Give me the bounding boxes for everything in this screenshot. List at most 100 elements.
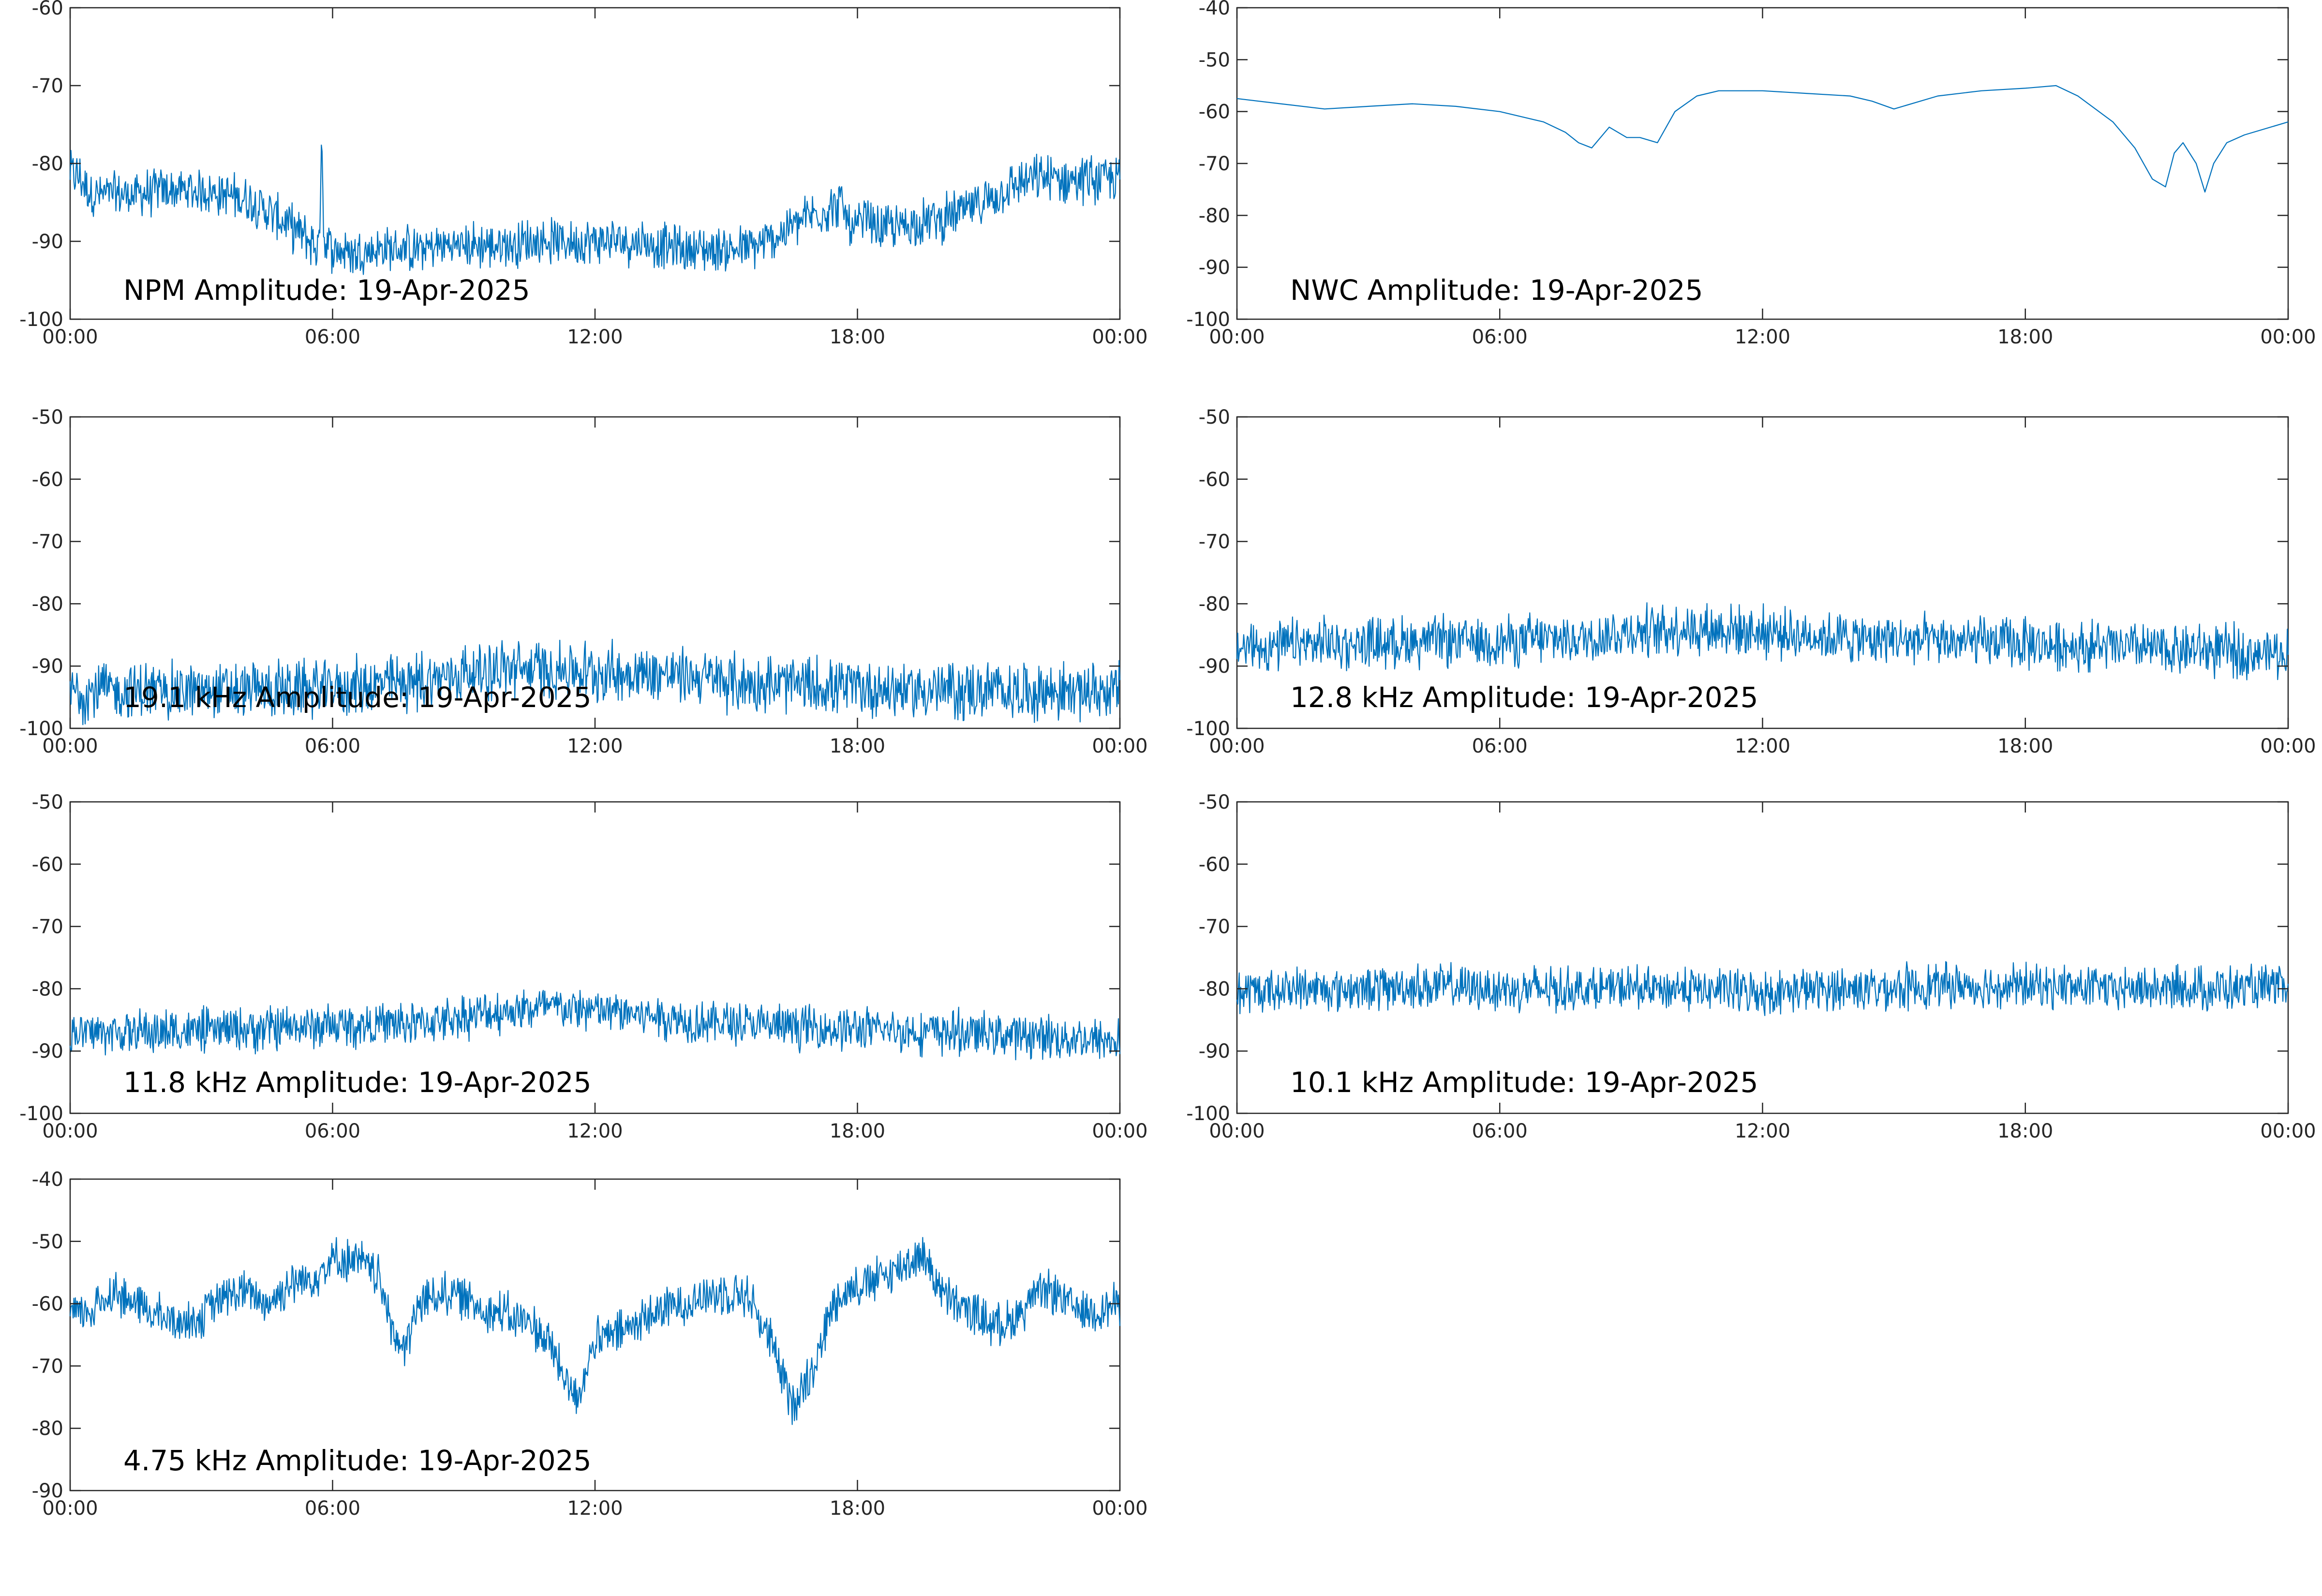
y-tick-label: -60 [1199,469,1230,491]
y-tick-label: -70 [1199,153,1230,175]
y-tick-label: -50 [1199,406,1230,429]
x-tick-label: 00:00 [1092,1120,1147,1142]
x-tick-label: 06:00 [305,735,360,757]
x-tick-label: 18:00 [830,735,885,757]
x-tick-label: 06:00 [305,326,360,348]
x-tick-label: 00:00 [1209,326,1265,348]
y-tick-label: -100 [1186,1103,1230,1125]
y-tick-label: -50 [32,791,63,813]
x-tick-label: 00:00 [1092,735,1147,757]
series-line [1236,85,2289,193]
y-tick-label: -80 [32,1418,63,1440]
y-tick-label: -90 [1199,655,1230,678]
panel-10-1-khz-amplitude: 00:00 06:00 12:00 18:00 00:00-100-90-80-70-6… [1186,791,2316,1142]
x-tick-label: 00:00 [42,326,98,348]
x-tick-label: 00:00 [42,1120,98,1142]
x-tick-label: 06:00 [1472,735,1528,757]
x-tick-label: 12:00 [1735,735,1790,757]
panel-title: NPM Amplitude: 19-Apr-2025 [123,274,530,307]
y-tick-label: -70 [32,916,63,938]
y-tick-label: -70 [32,1355,63,1377]
y-tick-label: -60 [1199,101,1230,123]
panel-19-1-khz-amplitude: 00:00 06:00 12:00 18:00 00:00-100-90-80-70-6… [19,406,1147,757]
series-line [69,144,1121,275]
series-line [69,989,1121,1061]
x-tick-label: 18:00 [1997,326,2053,348]
x-tick-label: 12:00 [567,1120,623,1142]
x-tick-label: 00:00 [1209,1120,1265,1142]
y-tick-label: -90 [1199,1040,1230,1063]
panel-npm-amplitude: 00:00 06:00 12:00 18:00 00:00-100-90-80-70-6… [19,0,1147,348]
x-tick-label: 18:00 [830,326,885,348]
y-tick-label: -90 [32,231,63,253]
y-tick-label: -60 [32,1293,63,1315]
y-tick-label: -90 [32,655,63,678]
y-tick-label: -80 [32,153,63,175]
x-tick-label: 18:00 [1997,1120,2053,1142]
y-tick-label: -80 [32,593,63,615]
panel-title: 10.1 kHz Amplitude: 19-Apr-2025 [1290,1066,1758,1099]
panel-title: NWC Amplitude: 19-Apr-2025 [1290,274,1703,307]
y-tick-label: -70 [1199,916,1230,938]
y-tick-label: -70 [32,75,63,97]
series-line [1236,602,2289,680]
y-tick-label: -60 [1199,854,1230,876]
y-tick-label: -70 [32,531,63,553]
x-tick-label: 18:00 [1997,735,2053,757]
y-tick-label: -80 [1199,205,1230,227]
x-tick-label: 00:00 [2260,1120,2316,1142]
y-tick-label: -100 [19,1103,63,1125]
panel-title: 11.8 kHz Amplitude: 19-Apr-2025 [123,1066,591,1099]
y-tick-label: -60 [32,854,63,876]
panel-11-8-khz-amplitude: 00:00 06:00 12:00 18:00 00:00-100-90-80-70-6… [19,791,1147,1142]
x-tick-label: 12:00 [1735,326,1790,348]
y-tick-label: -100 [19,718,63,740]
x-tick-label: 00:00 [1092,326,1147,348]
y-tick-label: -80 [32,978,63,1000]
x-tick-label: 12:00 [567,1497,623,1520]
x-tick-label: 00:00 [42,735,98,757]
y-tick-label: -60 [32,0,63,19]
x-tick-label: 00:00 [2260,326,2316,348]
x-tick-label: 18:00 [830,1497,885,1520]
panel-nwc-amplitude: 00:00 06:00 12:00 18:00 00:00-100-90-80-70-6… [1186,0,2316,348]
y-tick-label: -40 [32,1168,63,1191]
series-line [69,638,1121,725]
x-tick-label: 12:00 [1735,1120,1790,1142]
x-tick-label: 00:00 [1209,735,1265,757]
series-line [69,1237,1121,1425]
x-tick-label: 12:00 [567,326,623,348]
y-tick-label: -50 [1199,791,1230,813]
x-tick-label: 00:00 [42,1497,98,1520]
y-tick-label: -100 [19,309,63,331]
series-line [1236,961,2289,1016]
y-tick-label: -90 [32,1040,63,1063]
y-tick-label: -70 [1199,531,1230,553]
x-tick-label: 00:00 [2260,735,2316,757]
panel-12-8-khz-amplitude: 00:00 06:00 12:00 18:00 00:00-100-90-80-70-6… [1186,406,2316,757]
x-tick-label: 06:00 [1472,326,1528,348]
x-tick-label: 06:00 [305,1120,360,1142]
y-tick-label: -40 [1199,0,1230,19]
y-tick-label: -90 [32,1480,63,1502]
panel-4-75-khz-amplitude: 00:00 06:00 12:00 18:00 00:00-90-80-70-60-50… [32,1168,1148,1520]
y-tick-label: -80 [1199,978,1230,1000]
y-tick-label: -60 [32,469,63,491]
y-tick-label: -80 [1199,593,1230,615]
panel-title: 12.8 kHz Amplitude: 19-Apr-2025 [1290,681,1758,714]
y-tick-label: -100 [1186,718,1230,740]
x-tick-label: 06:00 [1472,1120,1528,1142]
x-tick-label: 12:00 [567,735,623,757]
y-tick-label: -90 [1199,257,1230,279]
y-tick-label: -50 [32,1231,63,1253]
x-tick-label: 18:00 [830,1120,885,1142]
x-tick-label: 00:00 [1092,1497,1147,1520]
y-tick-label: -100 [1186,309,1230,331]
y-tick-label: -50 [32,406,63,429]
panel-title: 4.75 kHz Amplitude: 19-Apr-2025 [123,1444,591,1477]
y-tick-label: -50 [1199,49,1230,71]
panel-title: 19.1 kHz Amplitude: 19-Apr-2025 [123,681,591,714]
x-tick-label: 06:00 [305,1497,360,1520]
